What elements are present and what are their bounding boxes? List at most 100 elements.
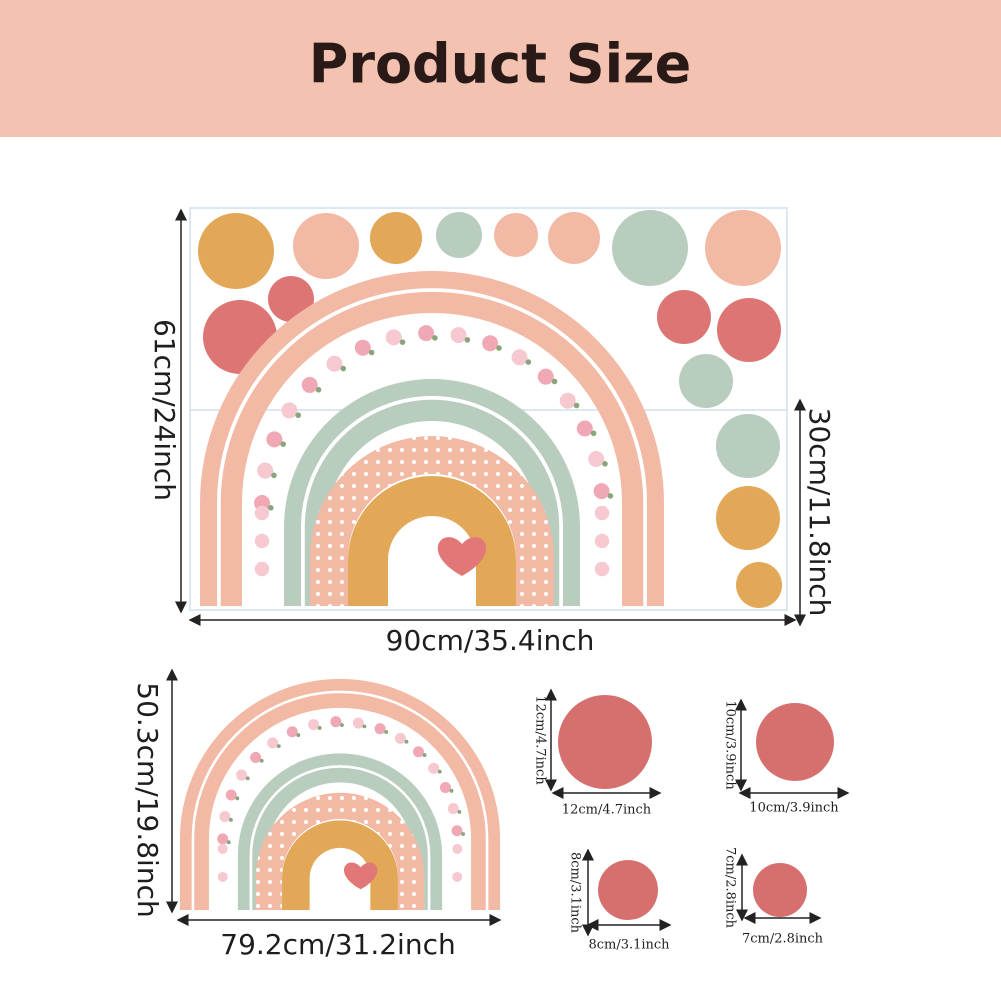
flower: [217, 871, 228, 882]
flower: [418, 325, 435, 342]
flower: [394, 732, 406, 744]
dim-label: 8cm/3.1inch: [588, 938, 670, 953]
flower: [257, 462, 274, 479]
leaf: [271, 472, 277, 479]
dot-sticker: [753, 863, 807, 917]
flower: [301, 376, 318, 393]
dot-sticker: [717, 298, 781, 362]
flower: [354, 339, 371, 356]
leaf: [590, 430, 597, 437]
dot-sticker: [716, 486, 780, 550]
rainbow-band: [348, 476, 516, 606]
dim-label: 61cm/24inch: [148, 319, 181, 501]
dot-sticker: [370, 212, 422, 264]
leaf: [422, 753, 427, 758]
heart: [437, 537, 487, 576]
rainbow-band: [282, 820, 398, 910]
sticker-sheet: [189, 207, 788, 611]
dot-sticker: [268, 276, 314, 322]
dot-sticker: [598, 860, 658, 920]
flower: [482, 335, 499, 352]
flower: [594, 561, 610, 577]
flower: [588, 451, 605, 468]
flower: [254, 533, 270, 549]
circle-sticker-size: 8cm/3.1inch 8cm/3.1inch: [568, 848, 672, 953]
flower: [452, 843, 463, 854]
leaf: [368, 349, 375, 356]
circle-sticker-size: 12cm/4.7inch 12cm/4.7inch: [533, 688, 662, 818]
circle-sticker-size: 10cm/3.9inch 10cm/3.9inch: [723, 698, 850, 816]
dim-label: 30cm/11.8inch: [803, 408, 836, 617]
flower: [451, 825, 463, 837]
title: Product Size: [309, 33, 691, 96]
leaf: [235, 796, 240, 801]
flower: [254, 495, 270, 511]
flower: [447, 803, 459, 815]
leaf: [449, 788, 454, 793]
leaf: [296, 733, 301, 738]
flower: [308, 719, 320, 731]
flower: [450, 327, 467, 344]
dot-sticker: [558, 695, 652, 789]
flower: [219, 811, 231, 823]
leaf: [457, 809, 462, 814]
flower: [593, 483, 610, 500]
dim-label: 79.2cm/31.2inch: [220, 928, 455, 961]
flower: [537, 368, 554, 385]
rainbow-band: [255, 792, 425, 910]
leaf: [437, 769, 442, 774]
leaf: [602, 461, 608, 467]
leaf: [276, 744, 281, 749]
dot-sticker: [494, 213, 538, 257]
flower: [250, 751, 262, 763]
leaf: [432, 335, 438, 341]
dim-label: 8cm/3.1inch: [568, 852, 583, 934]
dot-sticker: [705, 210, 781, 286]
heart: [344, 862, 378, 890]
flower: [594, 505, 610, 521]
leaf: [268, 505, 274, 511]
leaf: [525, 359, 532, 365]
dot-sticker: [436, 212, 482, 258]
assembled-rainbow: [179, 678, 501, 910]
flower: [511, 349, 528, 366]
dot-sticker: [736, 562, 782, 608]
leaf: [404, 739, 409, 744]
dim-label: 10cm/3.9inch: [749, 801, 839, 816]
rainbow-band: [284, 379, 580, 606]
leaf: [362, 724, 367, 729]
leaf: [315, 386, 322, 393]
dot-sticker: [198, 213, 274, 289]
flower: [559, 392, 576, 409]
flower: [254, 561, 270, 577]
dot-sticker: [716, 414, 780, 478]
leaf: [295, 412, 302, 419]
flower: [217, 833, 229, 845]
dot-sticker: [293, 213, 359, 279]
band-stripe: [301, 396, 563, 606]
header-band: [0, 0, 1001, 137]
flower: [236, 769, 248, 781]
dot-sticker: [612, 210, 688, 286]
leaf: [340, 723, 344, 727]
dim-label: 7cm/2.8inch: [742, 932, 824, 947]
band-stripe: [217, 288, 647, 606]
leaf: [384, 730, 389, 734]
dot-sticker: [548, 212, 600, 264]
leaf: [259, 758, 264, 763]
dot-sticker: [679, 354, 733, 408]
circle-sticker-size: 7cm/2.8inch 7cm/2.8inch: [723, 847, 824, 947]
dim-label: 7cm/2.8inch: [723, 847, 738, 929]
flower: [267, 737, 279, 749]
leaf: [551, 378, 558, 385]
flower: [374, 723, 386, 735]
dim-label: 90cm/35.4inch: [386, 624, 595, 657]
leaf: [280, 441, 286, 447]
dim-label: 12cm/4.7inch: [533, 695, 548, 785]
leaf: [245, 776, 250, 781]
flower: [352, 717, 364, 729]
flower: [266, 431, 283, 448]
flower: [330, 716, 342, 728]
flower: [217, 843, 228, 854]
